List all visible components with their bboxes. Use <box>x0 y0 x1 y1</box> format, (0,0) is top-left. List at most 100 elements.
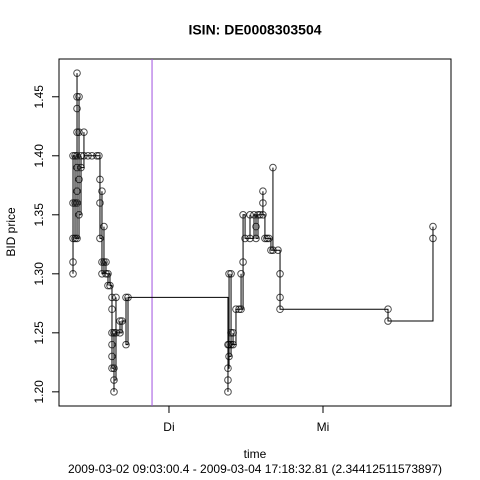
price-point <box>96 234 104 243</box>
price-point <box>71 234 79 243</box>
price-point <box>276 305 284 314</box>
price-point <box>73 234 81 243</box>
price-point <box>108 340 116 349</box>
price-point <box>252 234 260 243</box>
price-point <box>71 199 79 207</box>
price-point <box>73 187 81 195</box>
price-point <box>246 234 254 243</box>
price-point <box>227 340 235 349</box>
price-point <box>259 187 267 195</box>
price-point <box>71 151 79 160</box>
price-point <box>124 293 132 302</box>
price-point <box>269 163 277 172</box>
price-point <box>100 258 108 266</box>
price-point <box>110 364 118 373</box>
price-point <box>429 234 437 243</box>
price-point <box>102 258 110 266</box>
price-point <box>110 329 118 337</box>
price-point <box>227 270 235 278</box>
price-point <box>259 210 267 219</box>
price-point <box>102 270 110 278</box>
price-point <box>75 128 83 136</box>
price-point <box>235 305 243 314</box>
price-point <box>239 258 247 266</box>
price-point <box>276 293 284 302</box>
price-point <box>95 151 103 160</box>
y-tick-label: 1.35 <box>32 203 46 227</box>
price-step-line <box>72 73 434 392</box>
price-point <box>69 199 77 207</box>
price-point <box>96 175 104 184</box>
price-point <box>73 163 81 172</box>
price-point <box>259 199 267 207</box>
price-point <box>73 69 81 77</box>
price-point <box>69 234 77 243</box>
price-point <box>108 352 116 361</box>
x-tick-label: Di <box>163 420 174 434</box>
price-point <box>108 293 116 302</box>
price-point <box>250 210 258 219</box>
price-point <box>75 175 83 184</box>
price-point <box>384 317 392 325</box>
price-point <box>224 376 232 384</box>
price-point <box>108 305 116 314</box>
price-point <box>110 376 118 384</box>
price-point <box>227 329 235 337</box>
price-point <box>69 151 77 160</box>
price-point <box>261 234 269 243</box>
price-point <box>118 317 126 325</box>
price-point <box>106 281 114 290</box>
y-tick-label: 1.20 <box>32 380 46 404</box>
price-point <box>100 222 108 231</box>
price-point <box>112 293 120 302</box>
price-point <box>77 163 85 172</box>
subtitle: 2009-03-02 09:03:00.4 - 2009-03-04 17:18… <box>68 462 442 476</box>
y-tick-label: 1.45 <box>32 85 46 109</box>
price-point <box>108 364 116 373</box>
price-point <box>104 270 112 278</box>
price-point <box>110 388 118 396</box>
price-point <box>274 246 282 255</box>
price-point <box>80 151 88 160</box>
price-point <box>229 340 237 349</box>
y-tick-label: 1.40 <box>32 144 46 168</box>
chart-title: ISIN: DE0008303504 <box>188 22 321 38</box>
price-point <box>263 234 271 243</box>
price-point <box>108 329 116 337</box>
price-point <box>80 128 88 136</box>
price-point <box>232 305 240 314</box>
price-point <box>225 352 233 361</box>
price-point <box>224 388 232 396</box>
price-point <box>252 222 260 231</box>
price-point <box>241 234 249 243</box>
price-point <box>276 270 284 278</box>
price-point <box>429 222 437 231</box>
price-point <box>229 329 237 337</box>
price-point <box>116 317 124 325</box>
price-point <box>93 151 101 160</box>
price-point <box>256 210 264 219</box>
price-point <box>225 340 233 349</box>
price-point <box>265 234 273 243</box>
price-point <box>73 92 81 101</box>
price-point <box>73 104 81 113</box>
price-point <box>122 340 130 349</box>
price-point <box>237 270 245 278</box>
price-point <box>69 258 77 266</box>
price-point <box>384 305 392 314</box>
price-point <box>269 246 277 255</box>
price-point <box>112 329 120 337</box>
price-point <box>98 270 106 278</box>
price-point <box>116 329 124 337</box>
x-tick-label: Mi <box>317 420 330 434</box>
price-point <box>98 187 106 195</box>
price-point <box>75 210 83 219</box>
price-point <box>225 270 233 278</box>
x-axis-label: time <box>244 447 267 461</box>
price-point <box>246 210 254 219</box>
price-point <box>69 270 77 278</box>
y-tick-label: 1.30 <box>32 262 46 286</box>
price-point <box>96 199 104 207</box>
price-point <box>254 210 262 219</box>
